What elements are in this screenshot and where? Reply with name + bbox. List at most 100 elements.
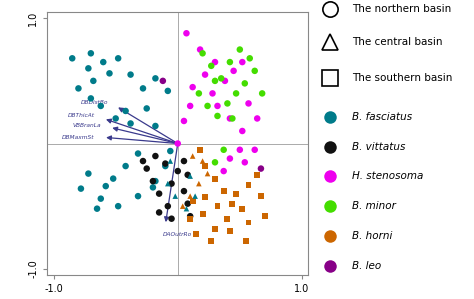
Point xyxy=(139,86,147,91)
Point xyxy=(214,103,221,108)
Point xyxy=(164,89,172,93)
Point xyxy=(211,60,219,65)
Point xyxy=(102,184,109,188)
Point xyxy=(228,116,236,121)
Text: B. fasciatus: B. fasciatus xyxy=(352,112,412,122)
Point xyxy=(152,179,159,184)
Text: The northern basin: The northern basin xyxy=(352,4,451,14)
Point xyxy=(162,164,169,168)
Point xyxy=(242,239,250,244)
Point xyxy=(224,216,231,221)
Point xyxy=(87,51,95,56)
Point xyxy=(166,159,174,164)
Point xyxy=(97,103,105,108)
Point xyxy=(152,76,159,81)
Point xyxy=(149,179,157,184)
Point xyxy=(254,173,261,177)
Point xyxy=(214,204,221,209)
Point xyxy=(226,116,234,121)
Point xyxy=(201,195,209,200)
Point xyxy=(186,216,194,221)
Point xyxy=(172,194,179,199)
Text: B. leo: B. leo xyxy=(352,261,381,271)
Point xyxy=(195,91,203,96)
Point xyxy=(168,216,175,221)
Point xyxy=(232,191,240,196)
Point xyxy=(143,106,151,111)
Point xyxy=(184,201,191,206)
Text: H. stenosoma: H. stenosoma xyxy=(352,171,423,181)
Point xyxy=(127,72,134,77)
Point xyxy=(204,171,211,176)
Point xyxy=(139,159,147,164)
Point xyxy=(186,103,194,108)
Point xyxy=(186,194,194,199)
Point xyxy=(68,56,76,61)
Point xyxy=(166,149,174,153)
Point xyxy=(221,78,229,83)
Point xyxy=(149,185,157,190)
Point xyxy=(245,220,252,225)
Point xyxy=(211,78,219,83)
Point xyxy=(143,166,151,171)
Point xyxy=(257,166,264,171)
Point xyxy=(220,169,228,173)
Point xyxy=(238,129,246,133)
Point xyxy=(182,206,190,211)
Point xyxy=(196,47,204,52)
Point xyxy=(228,201,236,206)
Point xyxy=(162,161,169,166)
Point xyxy=(164,204,172,209)
Point xyxy=(246,56,254,61)
Point xyxy=(179,204,186,209)
Point xyxy=(155,191,163,196)
Point xyxy=(84,171,92,176)
Point xyxy=(258,91,266,96)
Point xyxy=(122,109,129,113)
Point xyxy=(209,91,216,96)
Point xyxy=(100,60,107,65)
Point xyxy=(230,68,237,73)
Point xyxy=(127,121,134,126)
Point xyxy=(106,71,113,76)
Point xyxy=(226,60,234,65)
Text: The southern basin: The southern basin xyxy=(352,73,452,83)
Point xyxy=(174,141,182,146)
Text: DBMaxmSt: DBMaxmSt xyxy=(62,135,95,140)
Point xyxy=(189,85,196,89)
Point xyxy=(84,66,92,71)
Point xyxy=(97,196,105,201)
Point xyxy=(220,147,228,152)
Point xyxy=(180,159,188,164)
Point xyxy=(211,176,219,181)
Point xyxy=(218,76,225,81)
Point xyxy=(241,160,248,165)
Text: VBBranLa: VBBranLa xyxy=(72,123,101,129)
Point xyxy=(257,194,264,199)
Point xyxy=(112,116,119,121)
Point xyxy=(186,174,194,179)
Point xyxy=(114,204,122,209)
Point xyxy=(174,169,182,173)
Point xyxy=(87,96,95,101)
Text: DBDistBo: DBDistBo xyxy=(81,100,108,105)
Point xyxy=(226,229,234,234)
Point xyxy=(208,239,215,244)
Text: B. minor: B. minor xyxy=(352,201,396,211)
Point xyxy=(159,78,167,83)
Point xyxy=(208,63,215,68)
Point xyxy=(236,147,244,152)
Point xyxy=(180,189,188,193)
Point xyxy=(186,214,194,219)
Point xyxy=(199,211,206,216)
Point xyxy=(220,189,228,193)
Text: DAOutrRo: DAOutrRo xyxy=(163,233,192,237)
Point xyxy=(189,199,196,204)
Point xyxy=(168,181,175,186)
Point xyxy=(199,51,206,56)
Point xyxy=(152,123,159,128)
Point xyxy=(211,160,219,165)
Point xyxy=(152,154,159,158)
Point xyxy=(195,181,203,186)
Point xyxy=(155,210,163,215)
